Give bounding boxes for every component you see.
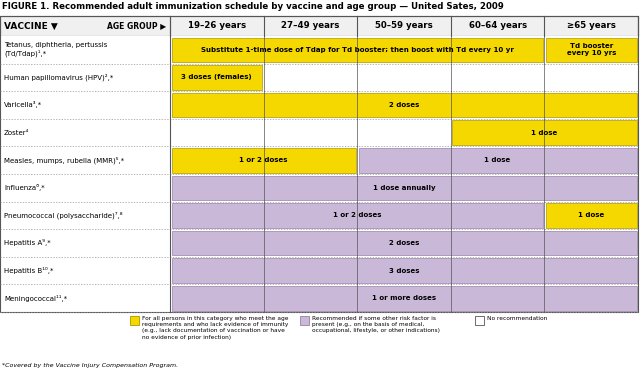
Text: 1 dose: 1 dose <box>485 157 511 163</box>
Text: Tetanus, diphtheria, pertussis
(Td/Tdap)¹,*: Tetanus, diphtheria, pertussis (Td/Tdap)… <box>4 42 108 57</box>
Text: *Covered by the Vaccine Injury Compensation Program.: *Covered by the Vaccine Injury Compensat… <box>2 363 178 368</box>
Text: Human papillomavirus (HPV)²,*: Human papillomavirus (HPV)²,* <box>4 74 113 81</box>
Text: Varicella³,*: Varicella³,* <box>4 102 42 109</box>
Bar <box>0 229 638 257</box>
Text: 1 dose annually: 1 dose annually <box>372 185 435 191</box>
Bar <box>453 120 637 145</box>
Text: Zoster⁴: Zoster⁴ <box>4 129 29 136</box>
Bar <box>359 148 637 173</box>
Bar <box>300 316 309 325</box>
Text: Hepatitis B¹⁰,*: Hepatitis B¹⁰,* <box>4 267 53 274</box>
Text: 1 dose: 1 dose <box>531 129 558 136</box>
Text: 2 doses: 2 doses <box>389 240 419 246</box>
Bar <box>172 65 262 90</box>
Bar <box>172 38 543 62</box>
Bar <box>0 64 638 91</box>
Bar <box>0 16 638 36</box>
Text: Meningococcal¹¹,*: Meningococcal¹¹,* <box>4 295 67 302</box>
Text: ≥65 years: ≥65 years <box>567 22 615 31</box>
Text: 60–64 years: 60–64 years <box>469 22 527 31</box>
Text: Td booster
every 10 yrs: Td booster every 10 yrs <box>567 43 616 56</box>
Bar <box>0 91 638 119</box>
Text: VACCINE ▼: VACCINE ▼ <box>4 22 58 31</box>
Bar <box>172 203 543 228</box>
Bar <box>0 202 638 229</box>
Text: Pneumococcal (polysaccharide)⁷,⁸: Pneumococcal (polysaccharide)⁷,⁸ <box>4 212 122 219</box>
Text: 1 or more doses: 1 or more doses <box>372 295 436 301</box>
Bar <box>172 258 637 283</box>
Text: 1 dose: 1 dose <box>578 212 604 218</box>
Bar <box>172 231 637 255</box>
Text: No recommendation: No recommendation <box>487 316 547 321</box>
Text: Hepatitis A⁹,*: Hepatitis A⁹,* <box>4 240 51 247</box>
Text: 1 or 2 doses: 1 or 2 doses <box>239 157 288 163</box>
Text: 3 doses: 3 doses <box>388 267 419 273</box>
Text: 2 doses: 2 doses <box>389 102 419 108</box>
Bar <box>172 286 637 311</box>
Text: Recommended if some other risk factor is
present (e.g., on the basis of medical,: Recommended if some other risk factor is… <box>312 316 440 333</box>
Bar <box>0 257 638 285</box>
Bar <box>0 147 638 174</box>
Bar <box>0 16 638 36</box>
Bar <box>546 38 637 62</box>
Text: Substitute 1-time dose of Tdap for Td booster; then boost with Td every 10 yr: Substitute 1-time dose of Tdap for Td bo… <box>201 47 513 53</box>
Text: 19–26 years: 19–26 years <box>188 22 246 31</box>
Bar <box>0 174 638 202</box>
Bar <box>130 316 139 325</box>
Bar <box>546 203 637 228</box>
Text: 3 doses (females): 3 doses (females) <box>181 74 252 80</box>
Text: 1 or 2 doses: 1 or 2 doses <box>333 212 381 218</box>
Bar <box>0 119 638 147</box>
Text: Influenza⁶,*: Influenza⁶,* <box>4 184 45 191</box>
Bar <box>172 176 637 200</box>
Text: 50–59 years: 50–59 years <box>375 22 433 31</box>
Text: FIGURE 1. Recommended adult immunization schedule by vaccine and age group — Uni: FIGURE 1. Recommended adult immunization… <box>2 2 504 11</box>
Bar <box>172 148 356 173</box>
Text: 27–49 years: 27–49 years <box>281 22 340 31</box>
Bar <box>172 93 637 117</box>
Text: Measles, mumps, rubella (MMR)⁵,*: Measles, mumps, rubella (MMR)⁵,* <box>4 157 124 164</box>
Bar <box>475 316 484 325</box>
Text: AGE GROUP ▶: AGE GROUP ▶ <box>107 22 166 31</box>
Bar <box>0 16 638 312</box>
Bar <box>0 36 638 64</box>
Bar <box>0 285 638 312</box>
Text: For all persons in this category who meet the age
requirements and who lack evid: For all persons in this category who mee… <box>142 316 288 340</box>
